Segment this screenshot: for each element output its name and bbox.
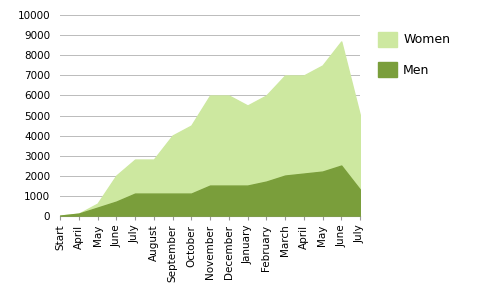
Legend: Women, Men: Women, Men [378,32,450,77]
